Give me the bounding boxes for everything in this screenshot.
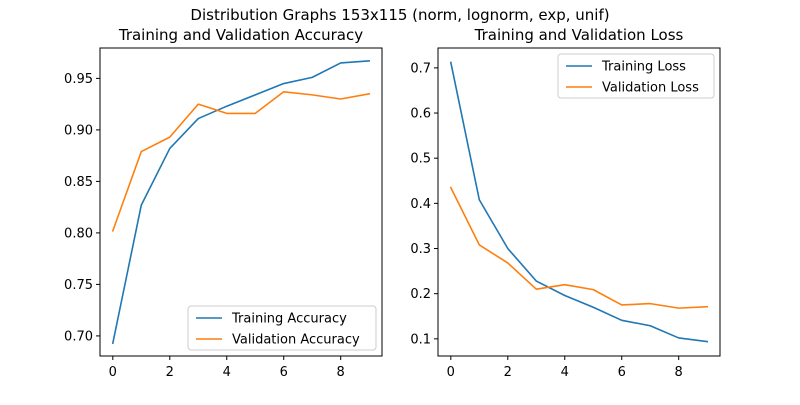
accuracy-ytick-label: 0.75 — [64, 278, 93, 293]
accuracy-series-line-training — [113, 61, 369, 343]
loss-ytick-label: 0.5 — [410, 152, 431, 167]
loss-legend-label: Validation Loss — [602, 81, 699, 96]
accuracy-xtick-label: 6 — [280, 365, 288, 380]
loss-ytick-label: 0.3 — [410, 242, 431, 257]
loss-ytick-label: 0.7 — [410, 61, 431, 76]
accuracy-legend-label: Validation Accuracy — [232, 333, 360, 348]
accuracy-ytick-label: 0.95 — [64, 72, 93, 87]
loss-ytick-label: 0.2 — [410, 287, 431, 302]
loss-ytick-label: 0.4 — [410, 197, 431, 212]
loss-series-line-validation — [451, 188, 707, 309]
accuracy-xtick-label: 4 — [223, 365, 231, 380]
accuracy-title: Training and Validation Accuracy — [118, 26, 363, 44]
accuracy-xtick-label: 0 — [109, 365, 117, 380]
loss-panel: Training and Validation Loss 0.1 0.2 0.3 0.4… — [410, 26, 720, 380]
loss-xtick-label: 4 — [561, 365, 569, 380]
loss-legend: Training Loss Validation Loss — [558, 54, 714, 98]
loss-xtick-label: 8 — [675, 365, 683, 380]
accuracy-legend-label: Training Accuracy — [231, 312, 347, 327]
figure-suptitle: Distribution Graphs 153x115 (norm, logno… — [190, 6, 609, 24]
loss-ytick-label: 0.6 — [410, 107, 431, 122]
loss-xtick-label: 6 — [618, 365, 626, 380]
accuracy-series-line-validation — [113, 92, 369, 231]
loss-title: Training and Validation Loss — [474, 26, 684, 44]
accuracy-xtick-label: 2 — [166, 365, 174, 380]
accuracy-ytick-label: 0.80 — [64, 226, 93, 241]
accuracy-ytick-label: 0.70 — [64, 329, 93, 344]
accuracy-ytick-label: 0.85 — [64, 175, 93, 190]
accuracy-legend: Training Accuracy Validation Accuracy — [188, 306, 376, 350]
loss-xtick-label: 2 — [504, 365, 512, 380]
loss-series-line-training — [451, 62, 707, 341]
accuracy-panel: Training and Validation Accuracy 0.70 0.75… — [64, 26, 382, 380]
loss-xtick-label: 0 — [447, 365, 455, 380]
accuracy-ytick-label: 0.90 — [64, 123, 93, 138]
loss-ytick-label: 0.1 — [410, 332, 431, 347]
accuracy-xtick-label: 8 — [337, 365, 345, 380]
loss-legend-label: Training Loss — [601, 60, 686, 75]
